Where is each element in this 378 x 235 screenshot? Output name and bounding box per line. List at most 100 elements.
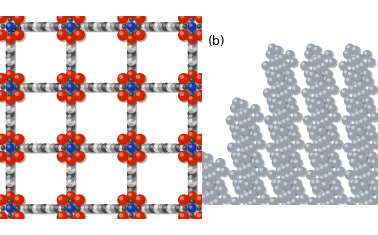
Circle shape	[189, 153, 192, 157]
Circle shape	[7, 35, 11, 39]
Circle shape	[85, 145, 88, 148]
Circle shape	[187, 34, 197, 44]
Circle shape	[348, 152, 354, 158]
Circle shape	[318, 102, 324, 107]
Circle shape	[136, 205, 145, 214]
Circle shape	[8, 214, 13, 219]
Circle shape	[6, 126, 14, 135]
Circle shape	[28, 23, 37, 32]
Circle shape	[196, 14, 203, 20]
Circle shape	[84, 22, 93, 31]
Circle shape	[325, 51, 328, 55]
Circle shape	[235, 112, 244, 122]
Circle shape	[316, 54, 325, 63]
Circle shape	[187, 109, 197, 118]
Circle shape	[69, 32, 74, 36]
Circle shape	[281, 176, 285, 179]
Circle shape	[282, 191, 291, 201]
Circle shape	[189, 171, 192, 174]
Circle shape	[312, 65, 321, 74]
Circle shape	[285, 200, 295, 209]
Circle shape	[324, 173, 329, 179]
Circle shape	[265, 116, 274, 125]
Circle shape	[324, 70, 333, 79]
Circle shape	[129, 41, 132, 44]
Circle shape	[340, 62, 344, 66]
Circle shape	[333, 159, 336, 163]
Circle shape	[242, 128, 251, 137]
Circle shape	[295, 208, 299, 211]
Circle shape	[296, 140, 305, 149]
Circle shape	[277, 54, 286, 63]
Circle shape	[312, 207, 322, 216]
Circle shape	[365, 190, 368, 194]
Circle shape	[101, 204, 110, 213]
Circle shape	[55, 84, 58, 87]
Circle shape	[234, 159, 240, 164]
Circle shape	[50, 23, 59, 32]
Circle shape	[289, 159, 295, 164]
Circle shape	[332, 214, 335, 218]
Circle shape	[6, 65, 14, 74]
Circle shape	[291, 186, 295, 190]
Circle shape	[13, 194, 24, 206]
Circle shape	[317, 55, 325, 63]
Circle shape	[115, 205, 121, 211]
Circle shape	[242, 165, 252, 174]
Circle shape	[274, 66, 279, 72]
Circle shape	[329, 105, 332, 109]
Circle shape	[179, 195, 190, 207]
Circle shape	[129, 78, 134, 82]
Circle shape	[282, 75, 291, 84]
Circle shape	[239, 100, 248, 110]
Circle shape	[50, 205, 54, 209]
Circle shape	[67, 35, 73, 41]
Circle shape	[276, 166, 285, 175]
Circle shape	[359, 155, 363, 158]
Circle shape	[197, 151, 206, 161]
Text: (b): (b)	[208, 35, 225, 48]
Circle shape	[289, 104, 298, 113]
Circle shape	[361, 183, 370, 192]
Circle shape	[6, 44, 15, 53]
Circle shape	[325, 211, 331, 217]
Circle shape	[107, 23, 112, 28]
Circle shape	[195, 206, 205, 215]
Circle shape	[189, 23, 197, 32]
Circle shape	[7, 123, 12, 128]
Circle shape	[128, 145, 133, 150]
Circle shape	[249, 170, 259, 180]
Circle shape	[270, 71, 279, 80]
Circle shape	[7, 58, 12, 63]
Circle shape	[195, 194, 206, 206]
Circle shape	[128, 131, 136, 140]
Circle shape	[15, 25, 17, 27]
Circle shape	[80, 205, 89, 214]
Circle shape	[50, 205, 59, 214]
Circle shape	[188, 49, 197, 58]
Circle shape	[312, 113, 318, 118]
Circle shape	[178, 194, 189, 206]
Circle shape	[175, 22, 183, 31]
Circle shape	[179, 13, 190, 25]
Circle shape	[180, 24, 184, 27]
Circle shape	[361, 172, 371, 182]
Circle shape	[107, 205, 110, 209]
Circle shape	[183, 206, 187, 211]
Circle shape	[127, 96, 136, 105]
Circle shape	[278, 100, 287, 110]
Circle shape	[253, 132, 259, 138]
Circle shape	[312, 55, 321, 64]
Circle shape	[306, 144, 309, 148]
Circle shape	[15, 146, 17, 148]
Circle shape	[167, 23, 172, 28]
Circle shape	[313, 56, 322, 65]
Circle shape	[24, 23, 29, 28]
Circle shape	[122, 25, 125, 27]
Circle shape	[11, 23, 19, 31]
Circle shape	[205, 181, 215, 191]
Circle shape	[347, 70, 356, 79]
Circle shape	[324, 184, 327, 188]
Circle shape	[352, 140, 362, 149]
Circle shape	[289, 159, 293, 163]
